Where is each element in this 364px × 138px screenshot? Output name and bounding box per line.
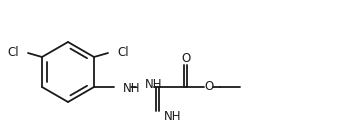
Text: Cl: Cl [117,47,128,59]
Text: NH: NH [164,109,182,123]
Text: O: O [204,80,214,94]
Text: Cl: Cl [7,47,19,59]
Text: NH: NH [123,82,141,95]
Text: O: O [181,52,191,66]
Text: NH: NH [145,79,162,91]
